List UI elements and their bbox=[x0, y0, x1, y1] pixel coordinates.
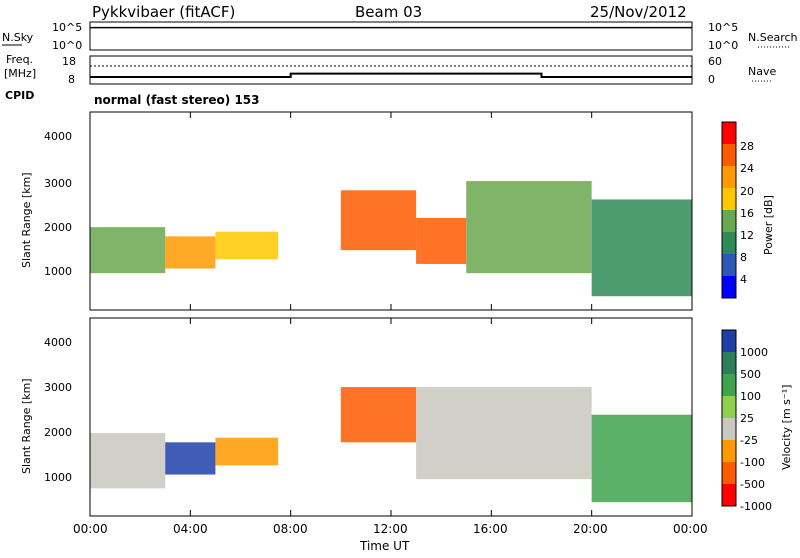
velocity-colorbar-swatch bbox=[722, 418, 736, 440]
vel-cbar-tick-neg1000: -1000 bbox=[740, 500, 772, 513]
velocity-colorbar bbox=[721, 329, 737, 507]
velocity-ytick-1000: 1000 bbox=[44, 471, 72, 484]
xtick-0000-start: 00:00 bbox=[73, 522, 108, 536]
sky-right-tick-bottom: 10^0 bbox=[708, 39, 738, 52]
vel-cbar-tick-100: 100 bbox=[740, 390, 761, 403]
power-colorbar bbox=[721, 121, 737, 299]
date-label: 25/Nov/2012 bbox=[590, 3, 687, 21]
power-cbar-tick-4: 4 bbox=[740, 273, 747, 286]
sky-left-tick-top: 10^5 bbox=[52, 21, 82, 34]
echo-cell bbox=[340, 190, 417, 251]
vel-cbar-tick-500: 500 bbox=[740, 368, 761, 381]
freq-right-tick-bottom: 0 bbox=[708, 73, 715, 86]
velocity-colorbar-swatch bbox=[722, 440, 736, 462]
vel-cbar-tick-neg25: -25 bbox=[740, 434, 758, 447]
echo-cell bbox=[90, 227, 166, 274]
sky-left-label: N.Sky bbox=[2, 31, 34, 44]
power-cbar-label: Power [dB] bbox=[762, 195, 775, 255]
echo-cell bbox=[416, 217, 467, 264]
velocity-colorbar-frame bbox=[721, 329, 737, 507]
vel-cbar-tick-neg100: -100 bbox=[740, 456, 765, 469]
power-colorbar-swatch bbox=[722, 232, 736, 254]
echo-cell bbox=[90, 433, 166, 489]
velocity-ytick-3000: 3000 bbox=[44, 381, 72, 394]
freq-left-label-line1: Freq. bbox=[6, 53, 33, 66]
power-colorbar-swatch bbox=[722, 144, 736, 166]
sky-panel-frame bbox=[89, 21, 693, 51]
power-cbar-tick-24: 24 bbox=[740, 162, 754, 175]
power-colorbar-swatch bbox=[722, 188, 736, 210]
power-panel: 4000 3000 2000 1000 Slant Range [km] bbox=[20, 111, 693, 311]
freq-left-tick-bottom: 8 bbox=[68, 73, 75, 86]
power-colorbar-swatch bbox=[722, 122, 736, 144]
vel-cbar-tick-25: 25 bbox=[740, 412, 754, 425]
vel-cbar-tick-1000: 1000 bbox=[740, 346, 768, 359]
xtick-1600: 16:00 bbox=[473, 522, 508, 536]
velocity-colorbar-swatch bbox=[722, 462, 736, 484]
velocity-ytick-2000: 2000 bbox=[44, 426, 72, 439]
velocity-colorbar-swatch bbox=[722, 396, 736, 418]
vel-cbar-tick-neg500: -500 bbox=[740, 478, 765, 491]
echo-cell bbox=[165, 442, 216, 475]
x-axis-label: Time UT bbox=[359, 539, 410, 553]
beam-label: Beam 03 bbox=[355, 3, 422, 21]
freq-right-tick-top: 60 bbox=[708, 55, 722, 68]
power-ytick-4000: 4000 bbox=[44, 130, 72, 143]
echo-cell bbox=[215, 437, 279, 466]
power-echo-cells bbox=[90, 181, 692, 297]
power-colorbar-frame bbox=[721, 121, 737, 299]
xtick-1200: 12:00 bbox=[373, 522, 408, 536]
xtick-0400: 04:00 bbox=[173, 522, 208, 536]
velocity-colorbar-swatch bbox=[722, 484, 736, 506]
power-colorbar-swatch bbox=[722, 210, 736, 232]
power-ytick-3000: 3000 bbox=[44, 177, 72, 190]
velocity-colorbar-swatch bbox=[722, 374, 736, 396]
sky-right-label: N.Search bbox=[748, 31, 798, 44]
power-cbar-tick-8: 8 bbox=[740, 251, 747, 264]
velocity-cbar-label: Velocity [m s⁻¹] bbox=[780, 385, 793, 470]
radar-title: Pykkvibaer (fitACF) bbox=[92, 3, 235, 21]
power-ytick-2000: 2000 bbox=[44, 221, 72, 234]
velocity-ytick-4000: 4000 bbox=[44, 336, 72, 349]
velocity-colorbar-swatch bbox=[722, 330, 736, 352]
echo-cell bbox=[215, 231, 279, 260]
power-cbar-tick-12: 12 bbox=[740, 229, 754, 242]
freq-left-label-line2: [MHz] bbox=[4, 67, 36, 80]
power-colorbar-swatch bbox=[722, 254, 736, 276]
cpid-value: normal (fast stereo) 153 bbox=[94, 93, 260, 107]
xtick-0800: 08:00 bbox=[273, 522, 308, 536]
power-colorbar-swatch bbox=[722, 166, 736, 188]
power-colorbar-swatch bbox=[722, 276, 736, 298]
echo-cell bbox=[591, 199, 692, 297]
power-cbar-tick-28: 28 bbox=[740, 140, 754, 153]
velocity-colorbar-swatch bbox=[722, 352, 736, 374]
power-ytick-1000: 1000 bbox=[44, 265, 72, 278]
velocity-ylabel: Slant Range [km] bbox=[20, 378, 33, 474]
echo-cell bbox=[165, 236, 216, 269]
echo-cell bbox=[591, 414, 692, 503]
power-cbar-tick-20: 20 bbox=[740, 185, 754, 198]
velocity-echo-cells bbox=[90, 387, 692, 503]
nave-label: Nave bbox=[748, 65, 776, 78]
echo-cell bbox=[416, 387, 592, 480]
sky-left-tick-bottom: 10^0 bbox=[52, 39, 82, 52]
echo-cell bbox=[466, 181, 592, 274]
echo-cell bbox=[340, 387, 417, 443]
freq-left-tick-top: 18 bbox=[62, 55, 76, 68]
power-cbar-tick-16: 16 bbox=[740, 207, 754, 220]
power-ylabel: Slant Range [km] bbox=[20, 172, 33, 268]
cpid-label: CPID bbox=[5, 89, 34, 102]
xtick-0000-end: 00:00 bbox=[673, 522, 708, 536]
velocity-panel: 4000 3000 2000 1000 Slant Range [km] bbox=[20, 317, 693, 517]
freq-panel-frame bbox=[89, 55, 693, 85]
x-axis-ticks bbox=[89, 112, 693, 516]
freq-series-line bbox=[90, 72, 692, 78]
xtick-2000: 20:00 bbox=[573, 522, 608, 536]
sky-right-tick-top: 10^5 bbox=[708, 21, 738, 34]
